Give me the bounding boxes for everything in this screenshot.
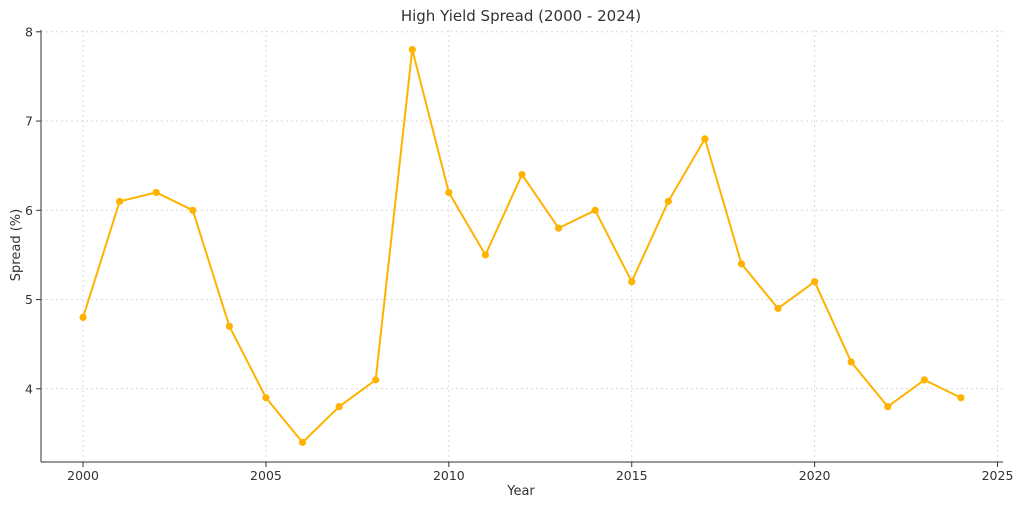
data-point <box>335 403 343 411</box>
data-point <box>847 358 855 366</box>
series <box>79 46 965 446</box>
x-tick-label: 2025 <box>982 468 1014 483</box>
x-tick-label: 2015 <box>616 468 648 483</box>
y-axis-label: Spread (%) <box>9 209 24 281</box>
x-tick-label: 2005 <box>250 468 282 483</box>
data-point <box>737 260 746 268</box>
data-point <box>664 197 672 205</box>
data-point <box>408 46 416 54</box>
data-point <box>957 394 965 402</box>
chart-title: High Yield Spread (2000 - 2024) <box>401 7 641 25</box>
data-point <box>116 197 124 205</box>
y-tick-label: 4 <box>25 381 33 396</box>
data-point <box>554 224 563 232</box>
x-tick-label: 2020 <box>799 468 831 483</box>
x-axis-label: Year <box>506 484 535 499</box>
data-point <box>262 394 270 402</box>
data-point <box>79 313 87 322</box>
data-point <box>189 206 197 214</box>
series-line <box>82 48 962 444</box>
data-point <box>298 438 307 446</box>
x-tick-label: 2000 <box>67 468 99 483</box>
data-point <box>225 322 233 330</box>
data-point <box>372 376 380 384</box>
y-tick-label: 6 <box>25 203 33 218</box>
data-point <box>481 251 490 259</box>
data-point <box>591 206 599 214</box>
data-point <box>445 188 453 197</box>
data-point <box>920 376 928 384</box>
x-tick-label: 2010 <box>433 468 465 483</box>
y-tick-label: 7 <box>25 114 33 129</box>
data-point <box>811 278 819 286</box>
grid <box>41 30 1003 462</box>
data-point <box>701 135 709 143</box>
y-tick-label: 8 <box>25 24 33 39</box>
data-point <box>774 304 782 313</box>
data-point <box>628 278 636 286</box>
axes: 2000 2005 2010 2015 2020 2025 4 5 6 7 8 <box>25 24 1013 483</box>
data-point <box>152 188 160 197</box>
data-point <box>518 170 526 179</box>
data-point <box>884 403 892 411</box>
y-tick-label: 5 <box>25 292 33 307</box>
